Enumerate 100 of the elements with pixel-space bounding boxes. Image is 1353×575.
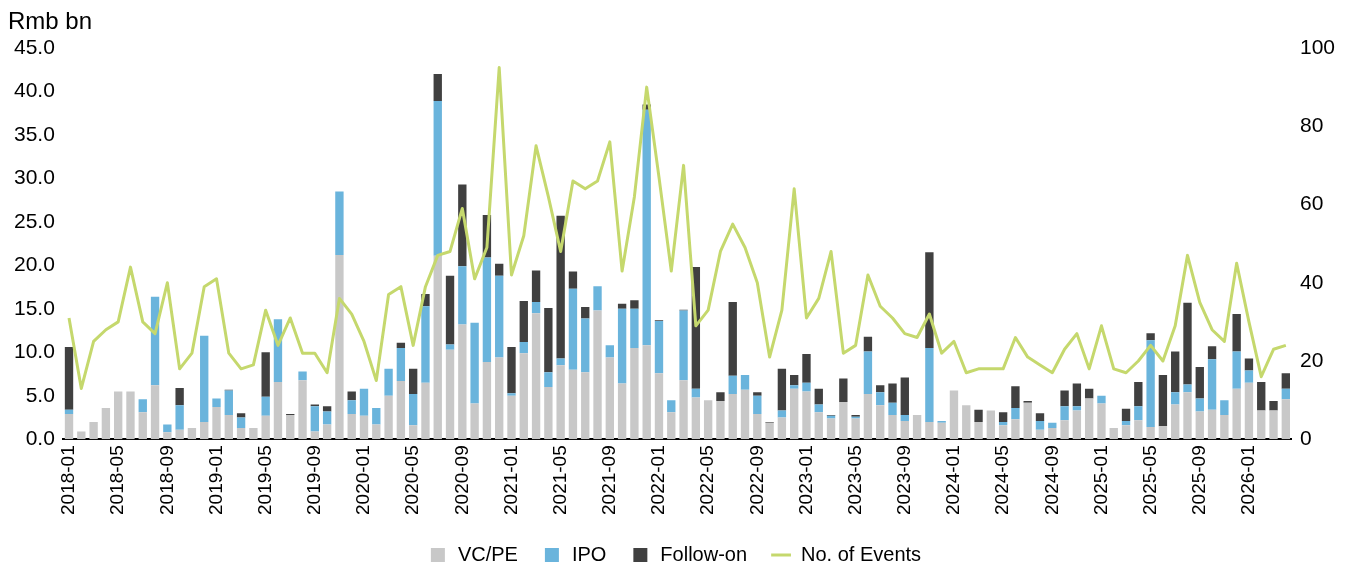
bar bbox=[1244, 382, 1254, 440]
bar bbox=[138, 412, 147, 440]
bar bbox=[593, 310, 602, 440]
bar bbox=[925, 421, 934, 440]
bar bbox=[531, 301, 541, 314]
bar bbox=[322, 424, 332, 440]
x-tick-label: 2025-01 bbox=[1089, 445, 1111, 516]
bar bbox=[495, 275, 504, 358]
bar bbox=[1035, 429, 1045, 440]
bar bbox=[261, 415, 270, 440]
bar bbox=[912, 414, 922, 440]
bar bbox=[408, 394, 418, 426]
bar bbox=[605, 357, 614, 440]
bar bbox=[507, 393, 516, 396]
bar bbox=[322, 411, 332, 425]
x-tick-label: 2025-09 bbox=[1188, 445, 1210, 516]
bar bbox=[212, 398, 221, 408]
bar bbox=[433, 255, 442, 440]
bar bbox=[421, 306, 430, 383]
bar bbox=[421, 382, 430, 440]
bar bbox=[64, 347, 74, 410]
x-tick-label: 2024-01 bbox=[942, 445, 964, 516]
bar bbox=[114, 391, 123, 440]
x-tick-label: 2025-05 bbox=[1138, 445, 1160, 516]
bar bbox=[1035, 421, 1045, 430]
bar bbox=[261, 396, 270, 416]
bar bbox=[605, 345, 614, 358]
x-tick-label: 2026-01 bbox=[1237, 445, 1259, 516]
bar bbox=[728, 394, 737, 440]
bar bbox=[1232, 351, 1241, 389]
bar bbox=[470, 403, 479, 440]
bar bbox=[408, 368, 418, 395]
bar bbox=[728, 301, 737, 376]
bar bbox=[531, 270, 541, 302]
bar bbox=[1048, 427, 1057, 440]
bar bbox=[1084, 398, 1094, 440]
bar bbox=[224, 414, 233, 440]
bar bbox=[310, 406, 320, 432]
bar bbox=[1257, 381, 1266, 411]
bar bbox=[863, 394, 873, 440]
bar bbox=[408, 425, 418, 440]
bar bbox=[703, 400, 713, 440]
bar bbox=[900, 377, 909, 415]
bar bbox=[568, 369, 578, 440]
bar bbox=[322, 406, 332, 412]
x-tick-label: 2021-09 bbox=[598, 445, 620, 516]
bar bbox=[1207, 359, 1217, 410]
y2-tick-label: 20 bbox=[1299, 347, 1324, 371]
y-tick-label: 30.0 bbox=[14, 165, 55, 189]
bar bbox=[458, 266, 467, 325]
x-tick-label: 2020-09 bbox=[450, 445, 472, 516]
bar bbox=[273, 381, 283, 440]
bar bbox=[1171, 404, 1180, 440]
bar bbox=[310, 431, 320, 440]
bar bbox=[1281, 388, 1290, 400]
x-tick-label: 2023-05 bbox=[843, 445, 865, 516]
bar bbox=[790, 374, 799, 386]
bar bbox=[347, 400, 356, 415]
bar bbox=[1072, 410, 1082, 440]
bar bbox=[888, 383, 897, 403]
bar bbox=[1084, 388, 1094, 399]
bar bbox=[347, 391, 356, 401]
bar bbox=[630, 300, 639, 309]
bar bbox=[642, 109, 651, 346]
bar bbox=[1158, 426, 1168, 440]
x-tick-label: 2022-09 bbox=[745, 445, 767, 516]
bar bbox=[1220, 400, 1229, 415]
bar bbox=[753, 395, 762, 415]
bar bbox=[839, 378, 848, 402]
bar bbox=[1195, 398, 1204, 412]
bar bbox=[1146, 427, 1155, 440]
bar bbox=[740, 389, 750, 440]
bar bbox=[150, 385, 160, 440]
bar bbox=[384, 395, 393, 440]
bar bbox=[802, 354, 811, 383]
bar bbox=[925, 347, 934, 422]
bar bbox=[802, 382, 811, 392]
bar bbox=[876, 405, 885, 440]
bar bbox=[691, 388, 701, 398]
bar bbox=[236, 417, 246, 428]
bar bbox=[372, 424, 381, 440]
bar bbox=[1244, 358, 1254, 371]
bar bbox=[925, 252, 934, 348]
x-tick-label: 2018-01 bbox=[57, 445, 79, 516]
x-tick-label: 2024-09 bbox=[1040, 445, 1062, 516]
bar bbox=[593, 286, 602, 311]
bar bbox=[445, 344, 455, 350]
bar bbox=[1171, 351, 1180, 393]
bar bbox=[1257, 410, 1266, 440]
bar bbox=[1060, 406, 1069, 421]
bar bbox=[1183, 384, 1192, 393]
bar bbox=[581, 372, 590, 440]
bar bbox=[1035, 413, 1045, 422]
y-axis-title: Rmb bn bbox=[8, 6, 93, 34]
bar bbox=[1060, 420, 1069, 440]
bar bbox=[790, 385, 799, 389]
x-tick-label: 2019-05 bbox=[253, 445, 275, 516]
bar bbox=[716, 392, 725, 402]
bar bbox=[716, 401, 725, 440]
x-tick-label: 2019-09 bbox=[303, 445, 325, 516]
